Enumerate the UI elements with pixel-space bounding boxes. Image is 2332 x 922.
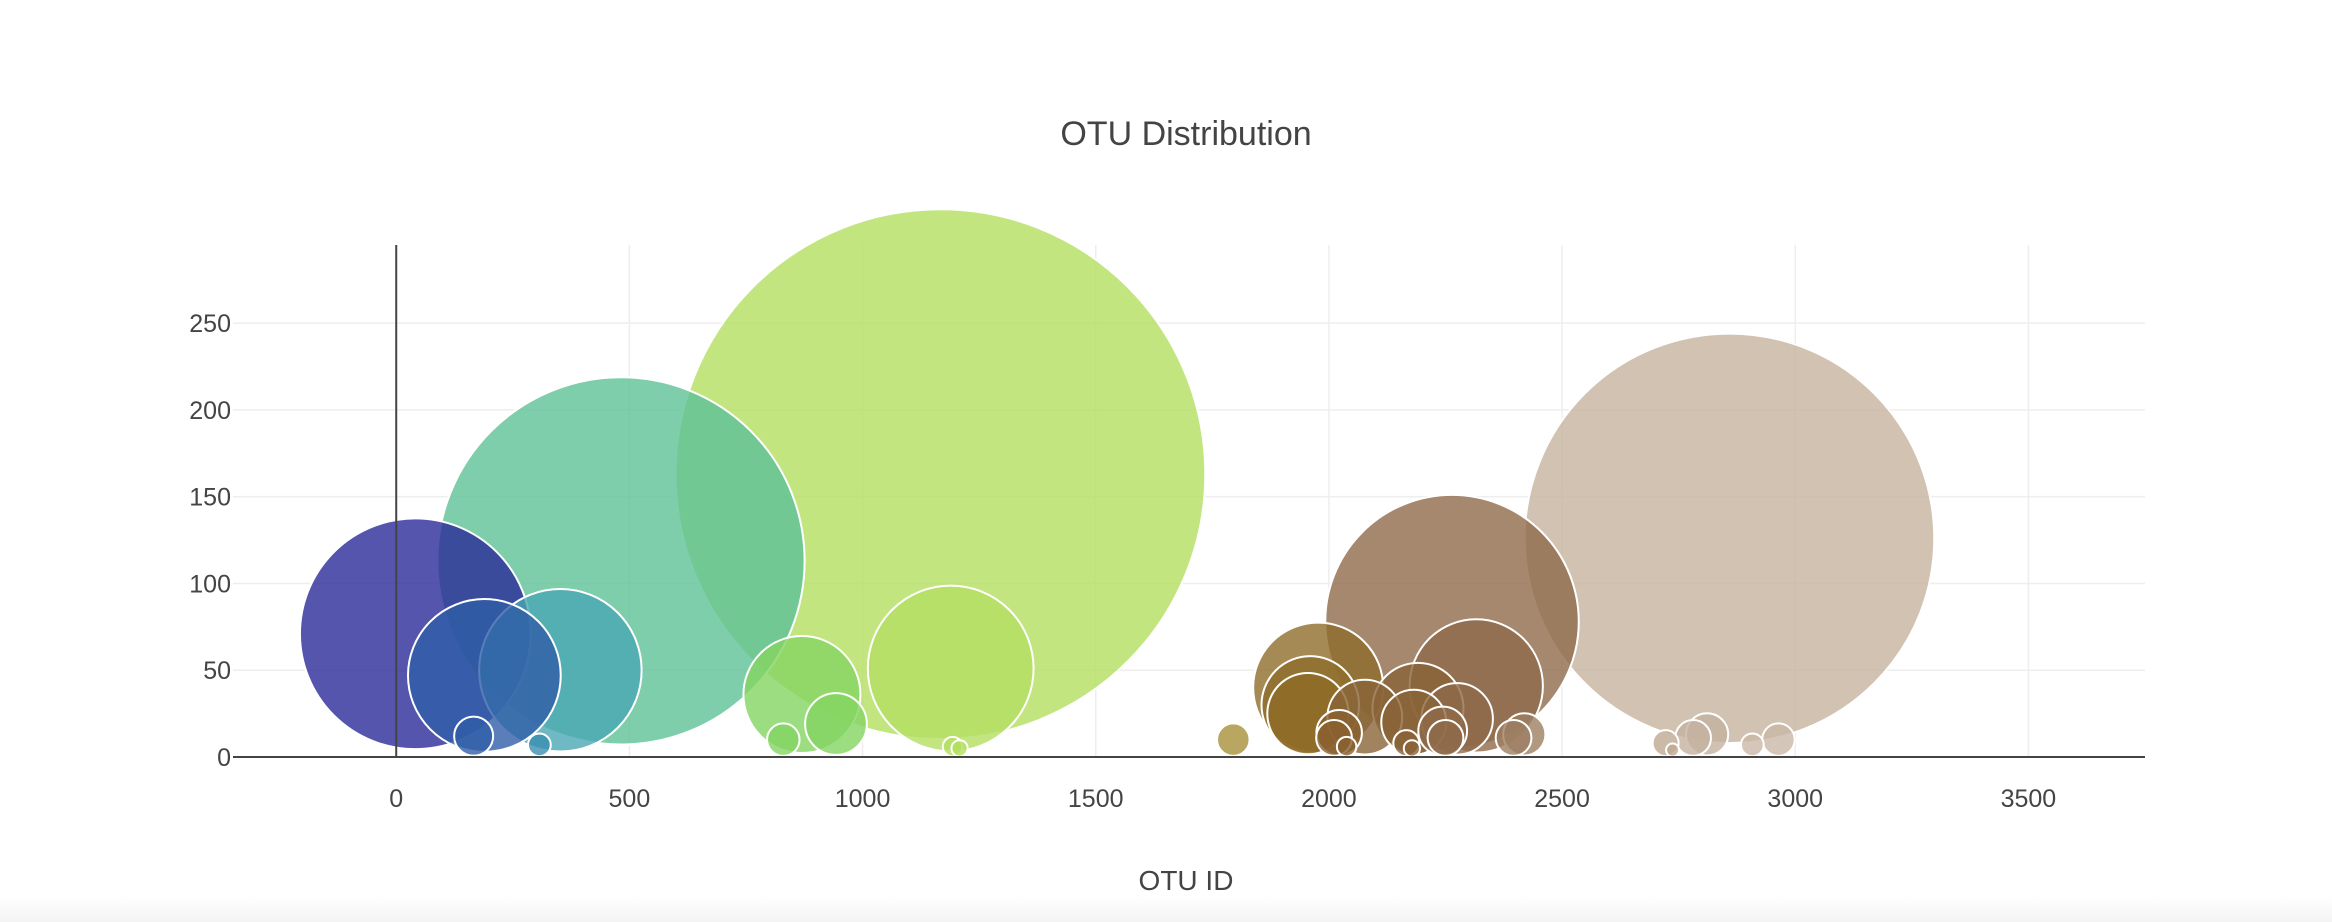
y-tick-label: 100 — [189, 570, 231, 598]
bubble-point — [1216, 722, 1251, 757]
bubble-point — [950, 739, 969, 758]
bubble-point — [1335, 735, 1358, 758]
x-tick-label: 2500 — [1534, 785, 1590, 813]
chart-title: OTU Distribution — [1060, 115, 1311, 153]
x-tick-label: 0 — [389, 785, 403, 813]
bubble-point — [1761, 722, 1796, 757]
y-tick-label: 0 — [217, 744, 231, 772]
bubble-point — [527, 732, 552, 758]
bubble-point — [1426, 719, 1465, 757]
x-tick-label: 1500 — [1068, 785, 1124, 813]
bottom-edge-shade — [0, 895, 2332, 922]
y-tick-label: 50 — [203, 657, 231, 685]
bubble-point — [866, 584, 1035, 753]
y-tick-label: 150 — [189, 484, 231, 512]
x-tick-label: 500 — [609, 785, 651, 813]
x-tick-label: 3500 — [2001, 785, 2057, 813]
bubble-point — [1665, 742, 1681, 758]
bubble-point — [1523, 332, 1936, 745]
bubble-point — [766, 722, 801, 757]
x-tick-label: 3000 — [1767, 785, 1823, 813]
y-tick-label: 250 — [189, 310, 231, 338]
bubble-point — [804, 692, 868, 756]
bubble-layer — [298, 208, 1936, 758]
bubble-point — [1674, 719, 1712, 757]
bubble-point — [1494, 719, 1533, 757]
x-tick-label: 1000 — [835, 785, 891, 813]
bubble-point — [1739, 732, 1765, 758]
bubble-point — [453, 715, 495, 757]
x-axis-title: OTU ID — [1139, 865, 1234, 896]
x-tick-label: 2000 — [1301, 785, 1357, 813]
bubble-point — [1402, 739, 1422, 758]
y-tick-label: 200 — [189, 397, 231, 425]
axis-layer: 0 500 1000 1500 2000 2500 3000 3500 0 50 100 150 200… — [189, 245, 2145, 813]
